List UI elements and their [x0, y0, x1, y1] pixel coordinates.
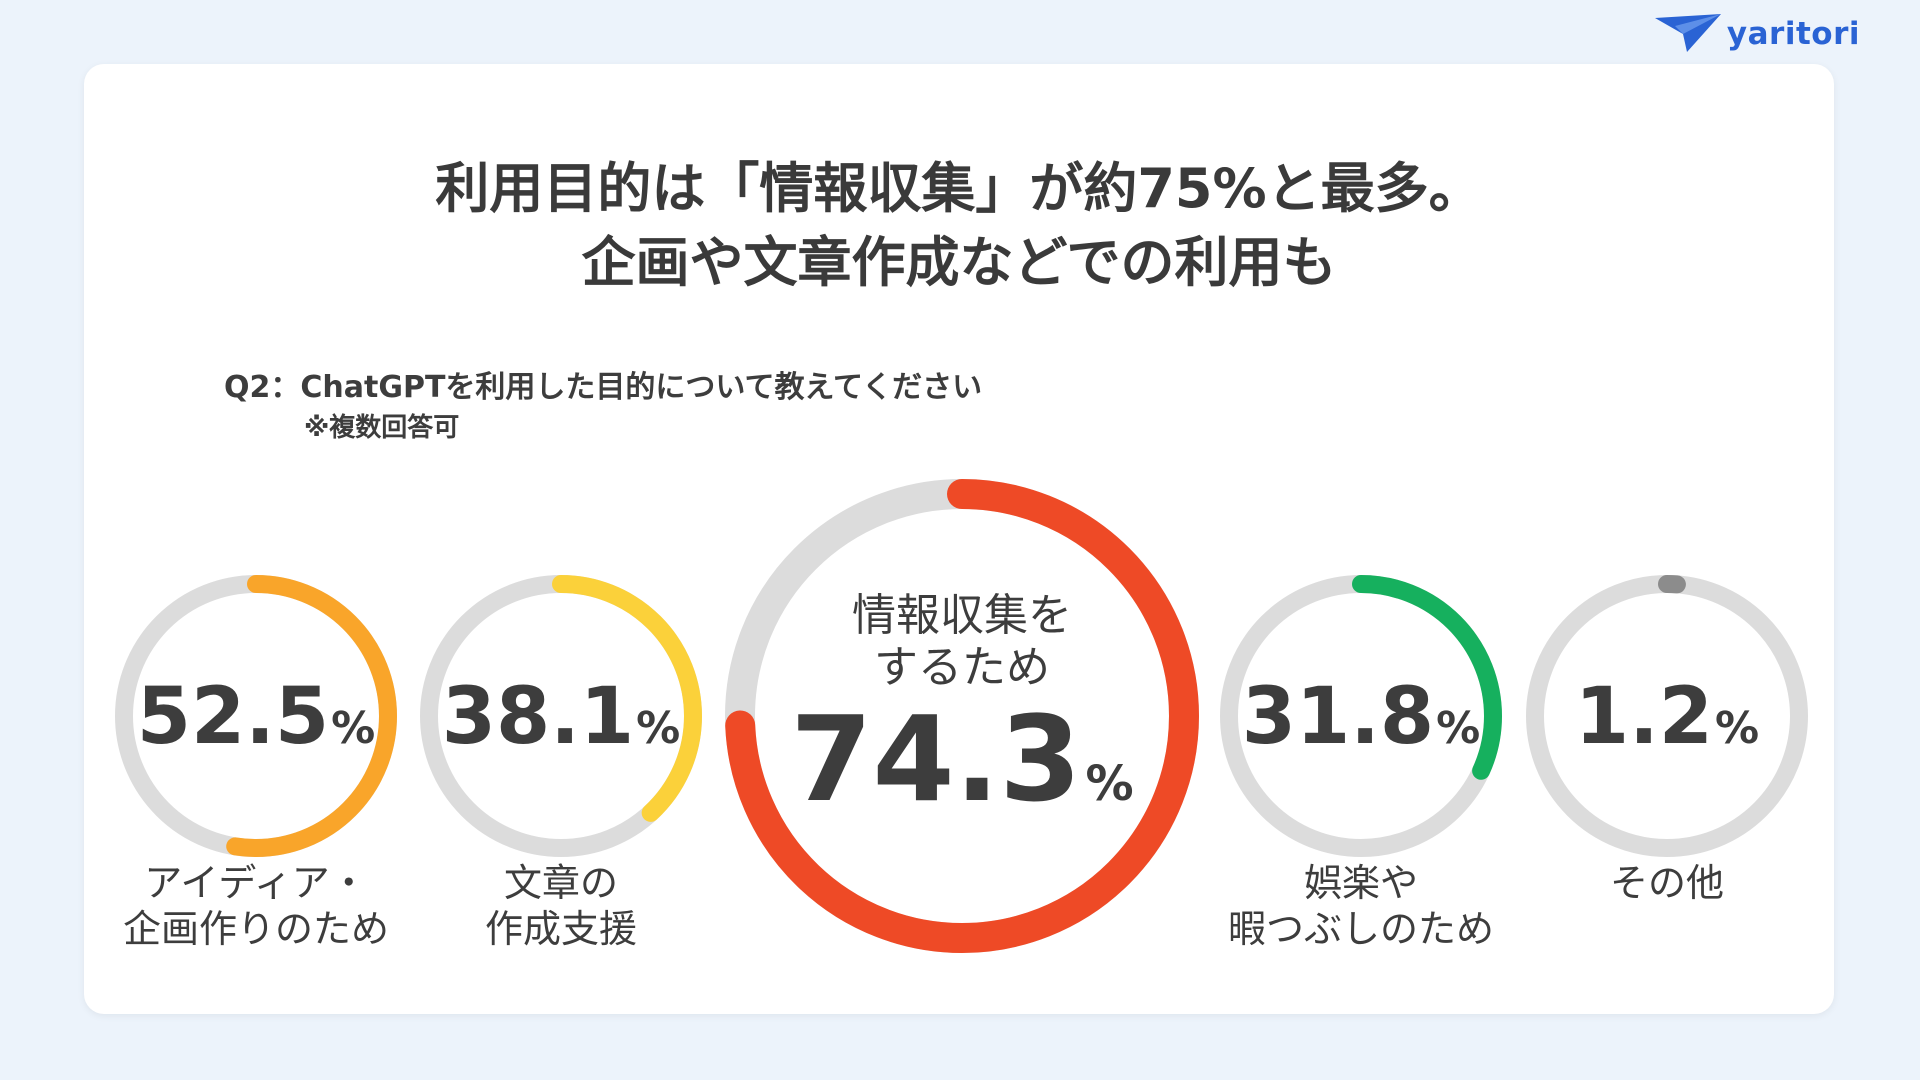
donut-label: その他 [1610, 861, 1724, 905]
brand-logo: yaritori [1653, 12, 1860, 56]
paper-plane-icon [1654, 14, 1721, 52]
donut-label: 文章の [504, 861, 618, 905]
title-line-2: 企画や文章作成などでの利用も [581, 231, 1337, 294]
donut-value-arc [1526, 575, 1808, 857]
donut-label: するため [874, 642, 1050, 693]
donut-label: 企画作りのため [123, 907, 389, 951]
content-card: 利用目的は「情報収集」が約75%と最多。 企画や文章作成などでの利用も Q2：C… [84, 64, 1834, 1014]
donut-label: 暇つぶしのため [1228, 907, 1494, 951]
brand-name: yaritori [1726, 16, 1860, 52]
donut-label: 娯楽や [1304, 861, 1418, 905]
donut-value-arc [725, 479, 1199, 953]
question-text: Q2：ChatGPTを利用した目的について教えてください [224, 370, 983, 405]
donut-value-label: 52.5% [137, 672, 376, 762]
title-line-1: 利用目的は「情報収集」が約75%と最多。 [435, 157, 1483, 220]
donut-value-arc [115, 575, 397, 857]
donut-label: 作成支援 [485, 907, 637, 951]
donut-1: 52.5% アイディア・企画作りのため [115, 575, 397, 951]
donut-label: 情報収集を [852, 590, 1072, 641]
donut-5: 1.2% その他 [1526, 575, 1808, 905]
survey-question: Q2：ChatGPTを利用した目的について教えてください ※複数回答可 [224, 366, 982, 446]
donut-label: アイディア・ [144, 861, 367, 905]
donut-value-label: 31.8% [1242, 672, 1481, 762]
donut-value-arc [420, 575, 702, 857]
donut-value-label: 74.3% [790, 690, 1133, 828]
donut-value-label: 1.2% [1575, 672, 1759, 762]
donut-value-label: 38.1% [442, 672, 681, 762]
donut-value-arc [1220, 575, 1502, 857]
question-note: ※複数回答可 [304, 413, 460, 443]
page-title: 利用目的は「情報収集」が約75%と最多。 企画や文章作成などでの利用も [84, 152, 1834, 300]
